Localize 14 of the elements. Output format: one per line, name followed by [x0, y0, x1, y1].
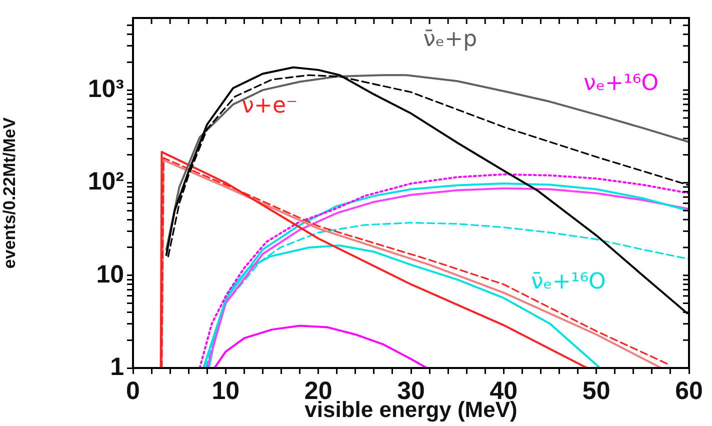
x-tick-label: 60: [675, 376, 703, 405]
series-label: ν̄ₑ+¹⁶O: [531, 269, 606, 294]
text: ν+e⁻: [242, 94, 298, 119]
y-tick-label: 10²: [88, 168, 124, 196]
y-tick-label: 1: [110, 352, 124, 381]
x-tick-label: 50: [582, 376, 610, 405]
x-tick-label: 10: [212, 376, 240, 405]
text: νₑ+¹⁶O: [584, 71, 659, 96]
y-axis-title: events/0.22Mt/MeV: [0, 116, 19, 269]
y-tick-label: 10³: [88, 74, 124, 103]
y-tick-label: 10: [96, 260, 124, 288]
x-tick-label: 0: [126, 376, 140, 405]
series-label: ν̄ₑ+p: [423, 26, 478, 52]
x-tick-label: 30: [397, 376, 425, 405]
